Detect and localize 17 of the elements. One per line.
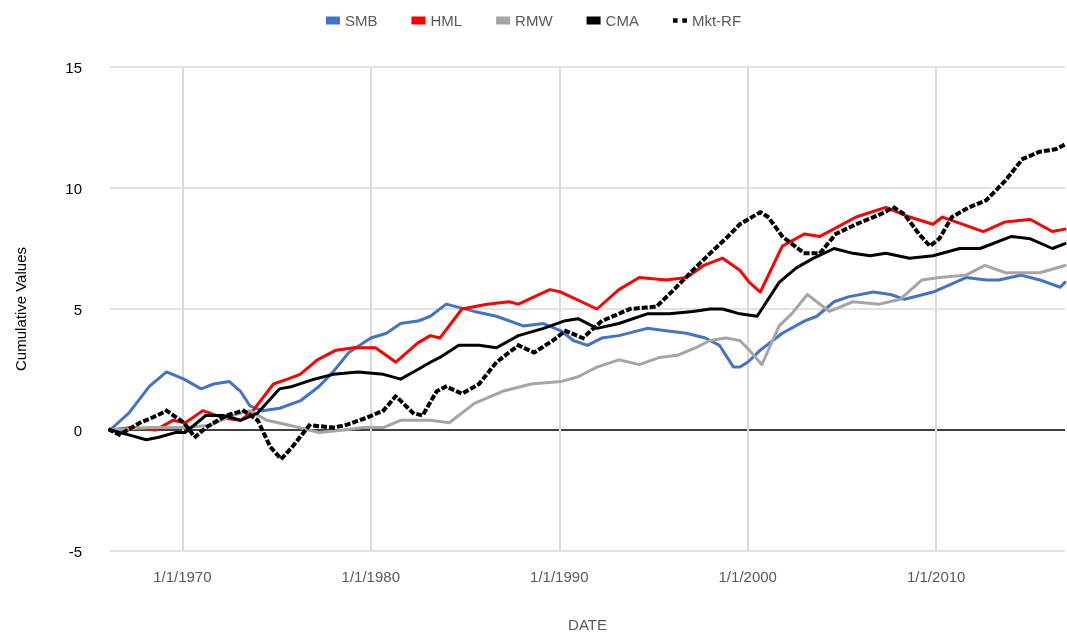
- x-tick-label: 1/1/1980: [341, 568, 400, 585]
- x-tick-label: 1/1/1990: [530, 568, 589, 585]
- x-axis-title: DATE: [568, 616, 607, 633]
- y-tick-label: 15: [65, 58, 82, 76]
- legend-label: Mkt-RF: [691, 12, 742, 29]
- y-tick-label: 10: [65, 179, 82, 197]
- legend-label: CMA: [605, 12, 639, 29]
- y-tick-label: 0: [73, 421, 82, 439]
- y-tick-label: -5: [68, 542, 82, 560]
- x-tick-label: 1/1/2000: [718, 568, 777, 585]
- x-tick-label: 1/1/2010: [907, 568, 966, 585]
- x-tick-label: 1/1/1970: [153, 568, 212, 585]
- y-tick-label: 5: [73, 300, 82, 318]
- legend-label: RMW: [515, 12, 554, 29]
- y-axis-title: Cumulative Values: [12, 247, 29, 371]
- legend-label: SMB: [344, 12, 378, 29]
- legend-label: HML: [430, 12, 463, 29]
